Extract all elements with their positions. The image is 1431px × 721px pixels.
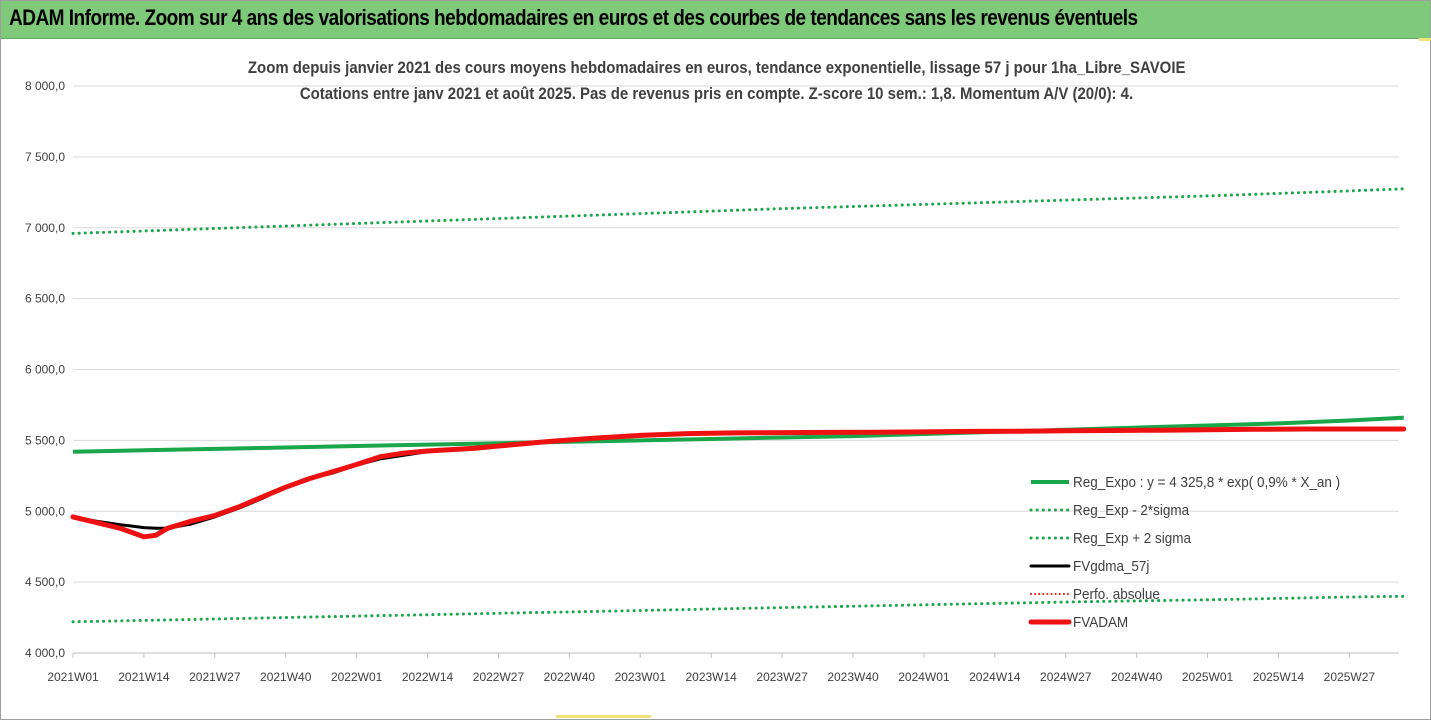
- x-tick-label: 2021W14: [118, 670, 170, 684]
- report-banner: ADAM Informe. Zoom sur 4 ans des valoris…: [1, 1, 1430, 39]
- y-tick-label: 8 000,0: [25, 79, 65, 93]
- y-tick-label: 7 000,0: [25, 221, 65, 235]
- chart-subtitle: Cotations entre janv 2021 et août 2025. …: [299, 84, 1134, 103]
- legend-label-4: Perfo. absolue: [1073, 586, 1160, 603]
- legend: Reg_Expo : y = 4 325,8 * exp( 0,9% * X_a…: [1028, 474, 1340, 631]
- y-axis-labels: 4 000,0 4 500,0 5 000,0 5 500,0 6 000,0 6 500…: [25, 79, 65, 660]
- legend-label-0: Reg_Expo : y = 4 325,8 * exp( 0,9% * X_a…: [1073, 474, 1340, 491]
- x-tick-label: 2025W27: [1324, 670, 1376, 684]
- chart-title-container: Zoom depuis janvier 2021 des cours moyen…: [1, 58, 1431, 78]
- x-tick-label: 2023W14: [685, 670, 737, 684]
- y-tick-label: 5 000,0: [25, 504, 65, 518]
- legend-label-5: FVADAM: [1073, 614, 1128, 631]
- legend-label-1: Reg_Exp - 2*sigma: [1073, 502, 1189, 519]
- x-tick-label: 2021W40: [260, 670, 312, 684]
- x-tick-label: 2021W27: [189, 670, 241, 684]
- chart-subtitle-container: Cotations entre janv 2021 et août 2025. …: [1, 84, 1431, 104]
- x-tick-label: 2024W40: [1111, 670, 1163, 684]
- corner-accent-top: [1419, 38, 1431, 41]
- x-tick-label: 2024W01: [898, 670, 950, 684]
- y-tick-label: 7 500,0: [25, 150, 65, 164]
- x-tick-label: 2022W01: [331, 670, 383, 684]
- x-axis-labels: 2021W01 2021W14 2021W27 2021W40 2022W01 2022W…: [47, 653, 1375, 684]
- series-line-5: [70, 426, 1407, 540]
- x-tick-label: 2022W14: [402, 670, 454, 684]
- series-line-2: [71, 187, 1406, 235]
- legend-label-3: FVgdma_57j: [1073, 558, 1149, 575]
- x-tick-label: 2023W27: [756, 670, 808, 684]
- y-tick-label: 4 500,0: [25, 575, 65, 589]
- y-tick-label: 5 500,0: [25, 433, 65, 447]
- y-tick-label: 4 000,0: [25, 646, 65, 660]
- x-tick-label: 2023W01: [615, 670, 667, 684]
- x-tick-label: 2025W14: [1253, 670, 1305, 684]
- series-line-0: [72, 415, 1404, 454]
- x-tick-label: 2024W14: [969, 670, 1021, 684]
- x-tick-label: 2023W40: [827, 670, 879, 684]
- chart-title: Zoom depuis janvier 2021 des cours moyen…: [247, 58, 1186, 77]
- banner-title: ADAM Informe. Zoom sur 4 ans des valoris…: [9, 5, 1138, 30]
- legend-label-2: Reg_Exp + 2 sigma: [1073, 530, 1191, 547]
- y-tick-label: 6 500,0: [25, 292, 65, 306]
- x-tick-label: 2022W40: [544, 670, 596, 684]
- x-tick-label: 2025W01: [1182, 670, 1234, 684]
- x-tick-label: 2024W27: [1040, 670, 1092, 684]
- x-tick-label: 2022W27: [473, 670, 525, 684]
- corner-accent-bottom: [556, 715, 651, 718]
- x-tick-label: 2021W01: [47, 670, 99, 684]
- y-tick-label: 6 000,0: [25, 363, 65, 377]
- series-line-1: [71, 594, 1406, 624]
- series-lines: [70, 187, 1407, 624]
- grid-lines: [73, 85, 1399, 654]
